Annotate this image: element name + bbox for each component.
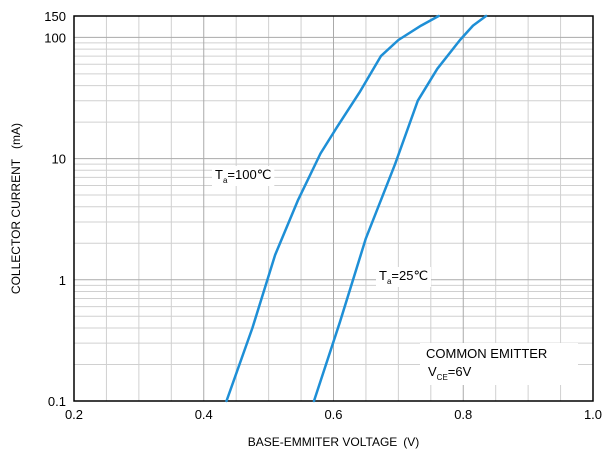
x-tick-label: 0.2	[65, 407, 83, 422]
series-label-25c: Ta=25℃	[379, 268, 428, 286]
y-tick-label: 0.1	[48, 394, 66, 409]
annotation-background	[420, 343, 578, 385]
x-tick-label: 0.8	[454, 407, 472, 422]
series-line-25c	[312, 14, 488, 403]
grid-major-lines	[74, 16, 593, 401]
y-axis-title: COLLECTOR CURRENT(mA)	[9, 123, 23, 294]
annotation-common-emitter: COMMON EMITTER	[426, 346, 547, 361]
x-tick-label: 0.6	[324, 407, 342, 422]
series-lines	[225, 14, 488, 403]
plot-frame	[73, 15, 594, 402]
series-label-background-25c	[376, 267, 432, 287]
y-tick-label: 100	[44, 30, 66, 45]
series-label-100c: Ta=100℃	[215, 167, 271, 185]
x-tick-label: 1.0	[584, 407, 602, 422]
y-tick-labels: 0.1 1 10 100 150	[44, 9, 66, 409]
y-tick-label: 150	[44, 9, 66, 24]
y-tick-label: 10	[52, 152, 66, 167]
x-tick-label: 0.4	[195, 407, 213, 422]
series-label-background-100c	[212, 166, 275, 186]
x-tick-labels: 0.2 0.4 0.6 0.8 1.0	[65, 407, 602, 422]
y-tick-label: 1	[59, 273, 66, 288]
annotation-vce: VCE=6V	[428, 364, 472, 382]
x-axis-title: BASE-EMMITER VOLTAGE (V)	[248, 435, 420, 449]
series-line-100c	[225, 14, 440, 403]
